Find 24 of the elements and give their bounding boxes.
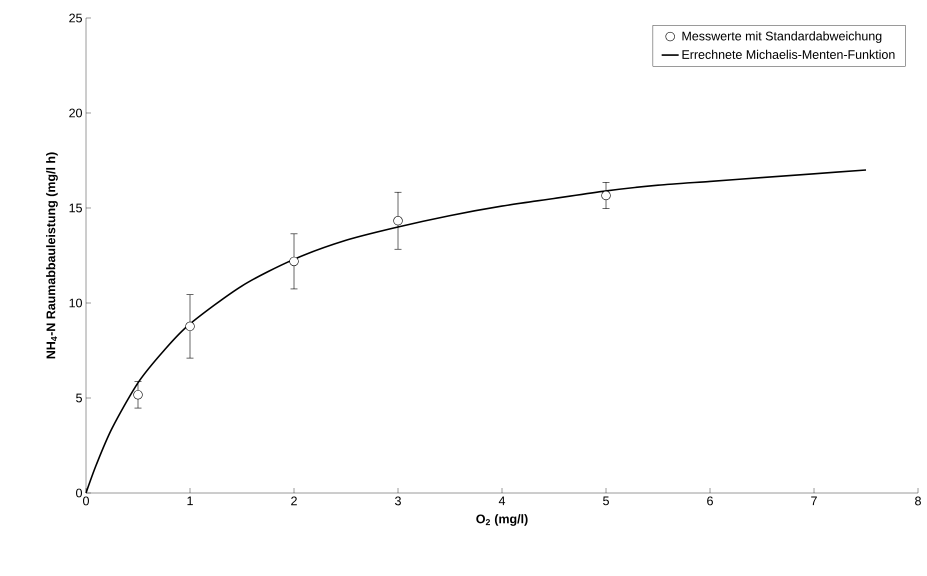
y-tick-label: 25 [69,14,82,22]
point [133,390,143,400]
x-tick-label: 4 [498,496,506,506]
y-tick-label: 15 [70,204,82,212]
x-tick-label: 8 [915,496,921,506]
x-tick-label: 7 [811,496,817,506]
y-tick-label: 5 [76,394,82,402]
point [185,322,195,332]
point [601,190,611,200]
y-tick-label: 20 [69,108,82,118]
x-tick-label: 1 [187,496,193,506]
y-axis-title: NH$_{4}$-N Raumabbauleistung (mg/l h) [46,152,58,358]
point [289,256,299,266]
y-tick-label: 0 [76,488,82,498]
legend-label: Messwerte mit Standardabweichung [682,31,882,43]
x-tick-label: 2 [291,496,297,506]
legend-label: Errechnete Michaelis-Menten-Funktion [682,50,894,59]
x-tick-label: 5 [603,496,609,506]
x-tick-label: 6 [707,496,713,506]
x-tick-label: 0 [83,496,89,506]
x-axis-title: O$_{2}$ (mg/l) [476,514,528,526]
y-tick-label: 10 [70,298,82,308]
x-tick-label: 3 [395,496,401,506]
point [393,216,403,226]
